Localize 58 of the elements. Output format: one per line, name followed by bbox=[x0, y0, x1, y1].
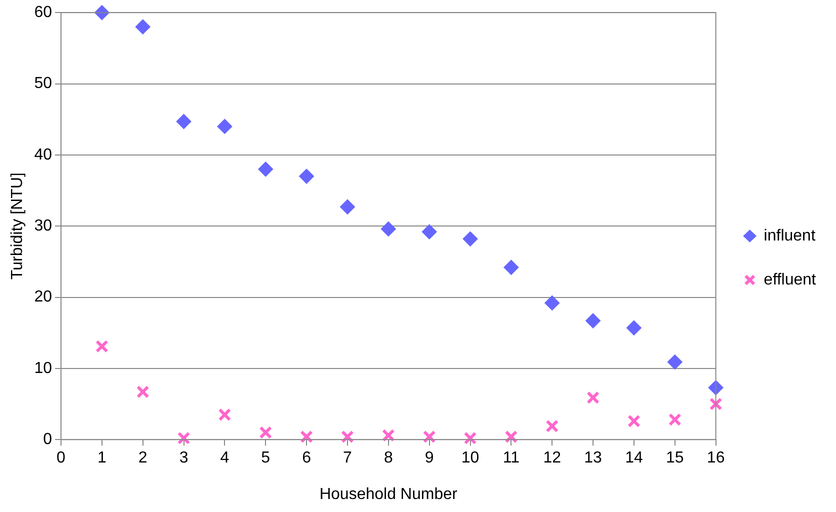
point bbox=[544, 295, 560, 310]
x-tick-label: 12 bbox=[543, 450, 562, 467]
point bbox=[709, 398, 722, 410]
x-tick-label: 16 bbox=[706, 450, 725, 467]
y-tick-label: 0 bbox=[43, 431, 52, 448]
x-tick-label: 7 bbox=[343, 450, 352, 467]
point bbox=[340, 199, 355, 214]
legend-label: effluent bbox=[764, 271, 817, 288]
y-axis-title: Turbidity [NTU] bbox=[9, 172, 26, 280]
y-tick-label: 60 bbox=[34, 4, 52, 22]
point bbox=[422, 224, 437, 240]
x-tick-label: 5 bbox=[261, 450, 270, 467]
point bbox=[136, 385, 150, 398]
point bbox=[422, 430, 436, 444]
x-tick-label: 11 bbox=[502, 450, 520, 467]
y-tick-label: 50 bbox=[34, 75, 52, 92]
x-tick-label: 13 bbox=[584, 450, 602, 467]
point bbox=[668, 413, 682, 426]
point bbox=[586, 391, 600, 404]
x-tick-label: 0 bbox=[56, 450, 66, 467]
point bbox=[504, 260, 519, 275]
x-tick-label: 10 bbox=[461, 450, 480, 467]
point bbox=[546, 420, 559, 433]
y-tick-label: 10 bbox=[34, 360, 52, 377]
x-tick-label: 1 bbox=[97, 450, 106, 467]
x-tick-label: 8 bbox=[384, 450, 393, 467]
point bbox=[341, 430, 354, 444]
point bbox=[504, 430, 518, 444]
point bbox=[176, 114, 192, 129]
x-axis-title: Household Number bbox=[319, 486, 458, 503]
point bbox=[258, 162, 274, 177]
legend-label: influent bbox=[764, 227, 816, 244]
point bbox=[259, 426, 272, 439]
y-tick-label: 40 bbox=[34, 146, 52, 164]
point bbox=[464, 432, 477, 445]
point bbox=[586, 313, 601, 328]
x-tick-label: 6 bbox=[302, 450, 312, 467]
x-tick-label: 15 bbox=[666, 450, 684, 467]
x-tick-label: 14 bbox=[625, 450, 643, 467]
x-tick-label: 9 bbox=[424, 450, 434, 467]
point bbox=[628, 414, 640, 428]
x-tick-label: 4 bbox=[220, 450, 230, 467]
point bbox=[380, 221, 396, 236]
point bbox=[218, 408, 232, 422]
x-tick-label: 3 bbox=[179, 450, 188, 467]
y-tick-label: 20 bbox=[34, 288, 52, 306]
point bbox=[382, 428, 395, 442]
point bbox=[462, 231, 478, 246]
point bbox=[299, 168, 314, 184]
x-tick-label: 2 bbox=[138, 450, 148, 467]
point bbox=[217, 118, 232, 134]
point bbox=[177, 432, 190, 445]
point bbox=[300, 430, 313, 444]
point bbox=[667, 354, 682, 370]
point bbox=[135, 19, 150, 34]
point bbox=[626, 320, 642, 336]
y-tick-label: 30 bbox=[34, 218, 52, 235]
point bbox=[95, 340, 108, 353]
